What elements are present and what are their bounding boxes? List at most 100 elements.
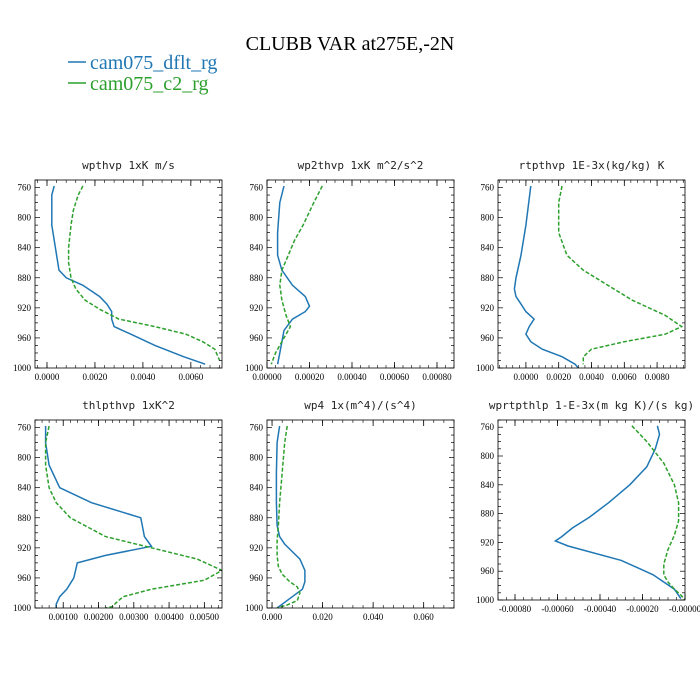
legend-label-dflt: cam075_dflt_rg: [90, 52, 217, 74]
series-line-cam075_dflt_rg: [51, 185, 206, 365]
panel-title: wp4 1x(m^4)/(s^4): [304, 399, 417, 412]
x-tick-label: 0.0020: [546, 372, 571, 382]
chart-panel-2: wp2thvp 1xK m^2/s^2 760 800 840 880 920 960 100…: [245, 159, 455, 382]
y-tick-label: 1000: [476, 363, 495, 373]
x-tick-label: 0.0020: [83, 372, 108, 382]
x-tick-label: 0.00500: [190, 612, 220, 622]
x-tick-label: 0.00060: [380, 372, 410, 382]
x-tick-label: 0.00300: [119, 612, 149, 622]
x-tick-label: 0.0080: [645, 372, 670, 382]
plot-frame: [34, 179, 223, 369]
y-tick-label: 960: [481, 566, 495, 576]
y-tick-label: 960: [250, 573, 264, 583]
x-tick-label: 0.00000: [252, 372, 282, 382]
series-line-cam075_c2_rg: [270, 185, 323, 365]
panel-grid: wpthvp 1xK m/s76080084088092096010000.00…: [13, 159, 700, 622]
y-tick-label: 760: [481, 422, 495, 432]
x-tick-label: 0.00020: [295, 372, 325, 382]
series-line-cam075_c2_rg: [67, 185, 221, 361]
figure-title: CLUBB VAR at275E,-2N: [246, 33, 455, 55]
y-tick-label: 1000: [245, 603, 264, 613]
y-tick-label: 1000: [476, 595, 495, 605]
y-tick-label: 800: [481, 451, 495, 461]
y-tick-label: 840: [18, 483, 32, 493]
x-tick-label: 0.020: [312, 612, 333, 622]
y-tick-label: 800: [481, 213, 495, 223]
y-tick-label: 760: [18, 183, 32, 193]
x-tick-label: -0.00020: [626, 604, 659, 614]
y-tick-label: 920: [18, 543, 32, 553]
y-tick-label: 800: [18, 213, 32, 223]
x-tick-label: 0.00400: [154, 612, 184, 622]
panel-title: thlpthvp 1xK^2: [82, 399, 175, 412]
y-tick-label: 920: [18, 303, 32, 313]
y-tick-label: 1000: [245, 363, 264, 373]
y-tick-label: 880: [18, 513, 32, 523]
x-tick-label: -0.00040: [584, 604, 617, 614]
legend: cam075_dflt_rg cam075_c2_rg: [68, 52, 217, 95]
y-tick-label: 800: [18, 453, 32, 463]
y-tick-label: 840: [481, 480, 495, 490]
x-tick-label: 0.00100: [49, 612, 79, 622]
series-line-cam075_c2_rg: [44, 425, 222, 608]
x-tick-label: 0.040: [363, 612, 384, 622]
series-line-cam075_dflt_rg: [275, 425, 306, 608]
y-tick-label: 960: [250, 333, 264, 343]
y-tick-label: 1000: [13, 363, 32, 373]
chart-panel-4: thlpthvp 1xK^2 760 800 840 880 920 960 1000 0.00…: [13, 399, 223, 622]
y-tick-label: 800: [250, 453, 264, 463]
x-tick-label: 0.00040: [337, 372, 367, 382]
x-tick-label: 0.0000: [35, 372, 60, 382]
x-tick-label: 0.060: [414, 612, 435, 622]
chart-panel-5: wp4 1x(m^4)/(s^4) 760 800 840 880 920 960 1000 0…: [245, 399, 455, 622]
x-tick-label: 0.0040: [131, 372, 156, 382]
y-tick-label: 840: [250, 243, 264, 253]
plot-frame: [497, 419, 686, 601]
y-tick-label: 880: [481, 273, 495, 283]
panel-title: rtpthvp 1E-3x(kg/kg) K: [519, 159, 665, 172]
series-line-cam075_dflt_rg: [276, 185, 311, 365]
series-line-cam075_c2_rg: [557, 185, 684, 365]
y-tick-label: 840: [481, 243, 495, 253]
y-tick-label: 840: [250, 483, 264, 493]
plot-frame: [34, 419, 223, 609]
plot-frame: [266, 419, 455, 609]
y-tick-label: 920: [250, 303, 264, 313]
y-tick-label: 960: [18, 573, 32, 583]
legend-label-c2: cam075_c2_rg: [90, 73, 209, 95]
series-line-cam075_dflt_rg: [513, 185, 579, 368]
x-tick-label: -0.00000: [669, 604, 700, 614]
series-line-cam075_dflt_rg: [44, 426, 153, 608]
y-tick-label: 960: [481, 333, 495, 343]
chart-panel-1: wpthvp 1xK m/s76080084088092096010000.00…: [13, 159, 223, 382]
x-tick-label: 0.0060: [178, 372, 203, 382]
x-tick-label: 0.00200: [84, 612, 114, 622]
y-tick-label: 920: [481, 537, 495, 547]
x-tick-label: -0.00080: [499, 604, 532, 614]
x-tick-label: -0.00060: [541, 604, 574, 614]
plot-frame: [266, 179, 455, 369]
y-tick-label: 920: [481, 303, 495, 313]
panel-title: wp2thvp 1xK m^2/s^2: [298, 159, 424, 172]
plot-frame: [497, 179, 686, 369]
chart-panel-6: wprtpthlp 1-E-3x(m kg K)/(s kg) 760 800 840…: [476, 399, 700, 614]
panel-title: wpthvp 1xK m/s: [82, 159, 175, 172]
y-tick-label: 920: [250, 543, 264, 553]
x-tick-label: 0.0000: [514, 372, 539, 382]
x-tick-label: 0.0060: [612, 372, 637, 382]
y-tick-label: 1000: [13, 603, 32, 613]
series-line-cam075_c2_rg: [631, 425, 685, 600]
y-tick-label: 760: [250, 423, 264, 433]
y-tick-label: 760: [481, 183, 495, 193]
x-tick-label: 0.0040: [579, 372, 604, 382]
y-tick-label: 880: [481, 509, 495, 519]
y-tick-label: 960: [18, 333, 32, 343]
chart-panel-3: rtpthvp 1E-3x(kg/kg) K 760 800 840 880 920 960…: [476, 159, 686, 382]
y-tick-label: 840: [18, 243, 32, 253]
y-tick-label: 800: [250, 213, 264, 223]
y-tick-label: 880: [250, 513, 264, 523]
y-tick-label: 880: [18, 273, 32, 283]
series-line-cam075_c2_rg: [276, 425, 301, 608]
y-tick-label: 760: [18, 423, 32, 433]
